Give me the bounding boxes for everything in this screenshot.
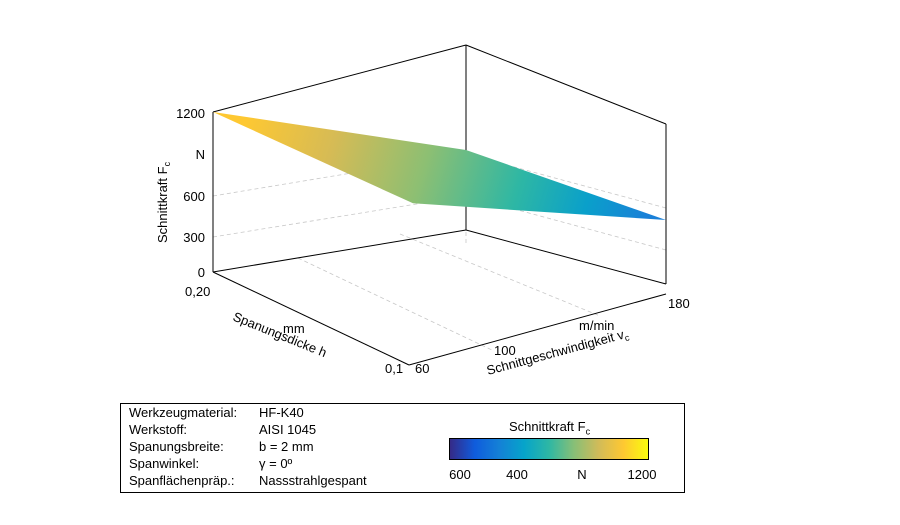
colorbar — [449, 438, 649, 460]
info-key: Werkstoff: — [129, 422, 188, 437]
parameter-box: Werkzeugmaterial: HF-K40 Werkstoff: AISI… — [120, 403, 685, 493]
x-tick-label: 100 — [494, 343, 516, 358]
y-tick-label: 0,20 — [185, 284, 210, 299]
x-ticks: 60 100 180 m/min — [415, 296, 690, 376]
z-ticks: 0 300 600 N 1200 — [176, 106, 205, 280]
z-tick-label: 600 — [183, 189, 205, 204]
x-unit-label: m/min — [579, 318, 614, 333]
y-unit-label: mm — [283, 321, 305, 336]
y-axis-label: Spanungsdicke h — [231, 309, 329, 360]
x-tick-label: 180 — [668, 296, 690, 311]
info-value: Nassstrahlgespant — [259, 473, 367, 488]
colorbar-tick-label: 400 — [506, 467, 528, 482]
colorbar-tick-label: 1200 — [627, 467, 657, 482]
info-key: Werkzeugmaterial: — [129, 405, 238, 420]
x-tick-label: 60 — [415, 361, 429, 376]
info-key: Spanflächenpräp.: — [129, 473, 235, 488]
y-ticks: 0,20 0,1 mm — [185, 284, 403, 376]
info-value: b = 2 mm — [259, 439, 314, 454]
info-value: HF-K40 — [259, 405, 304, 420]
info-key: Spanungsbreite: — [129, 439, 224, 454]
z-unit-label: N — [196, 147, 205, 162]
y-tick-label: 0,1 — [385, 361, 403, 376]
colorbar-unit-label: N — [577, 467, 587, 482]
colorbar-tick-label: 600 — [449, 467, 471, 482]
z-tick-label: 0 — [198, 265, 205, 280]
z-tick-label: 300 — [183, 230, 205, 245]
surface-plot: 0 300 600 N 1200 Schnittkraft Fc 0,20 0,… — [155, 44, 690, 378]
z-axis-label: Schnittkraft Fc — [155, 161, 172, 243]
colorbar-title: Schnittkraft Fc — [509, 419, 591, 437]
axes-box — [212, 44, 667, 366]
info-value: γ = 0º — [259, 456, 293, 471]
z-tick-label: 1200 — [176, 106, 205, 121]
surface — [213, 112, 666, 220]
info-value: AISI 1045 — [259, 422, 317, 437]
info-key: Spanwinkel: — [129, 456, 200, 471]
